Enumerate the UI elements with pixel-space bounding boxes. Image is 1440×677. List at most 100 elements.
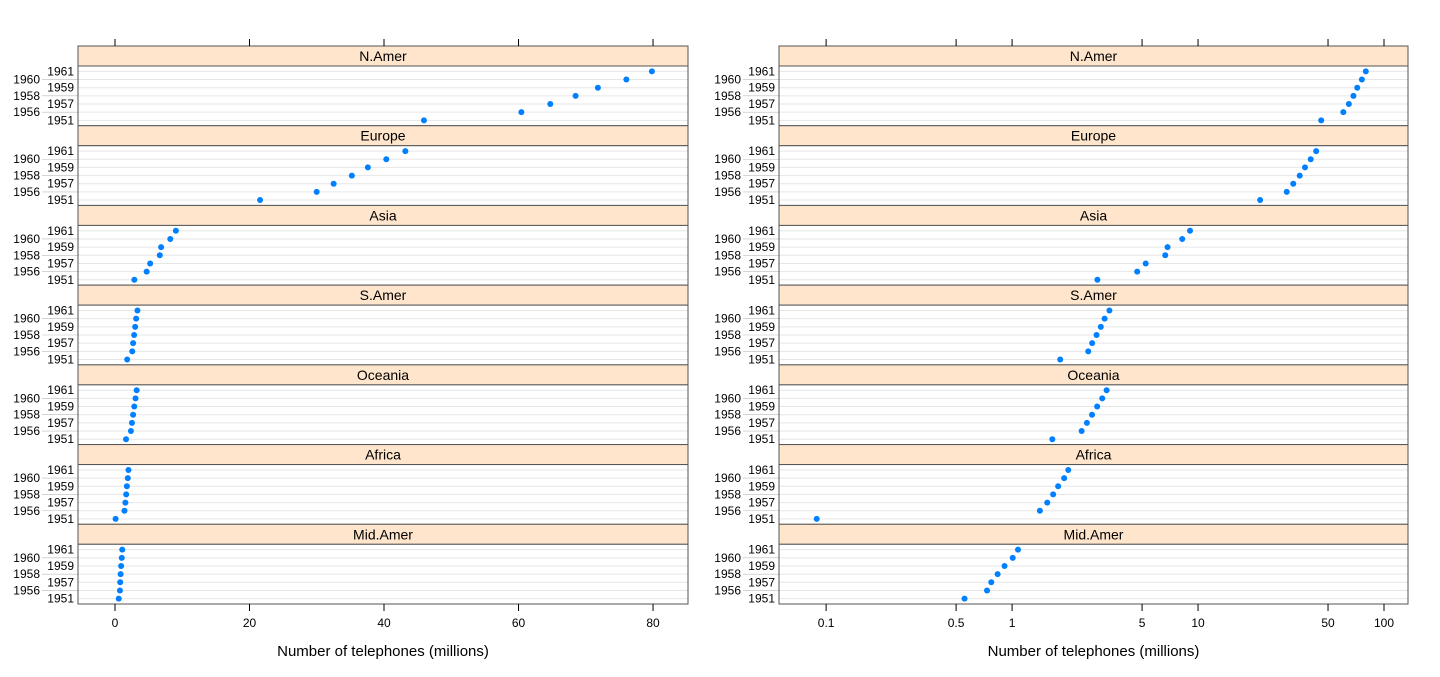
year-label: 1957 (748, 177, 775, 191)
year-label: 1959 (47, 240, 74, 254)
year-label: 1961 (748, 224, 775, 238)
data-point (119, 546, 126, 553)
year-label: 1957 (47, 336, 74, 350)
year-label: 1956 (13, 344, 40, 358)
panel-oceania: Oceania 1951 1956 1957 1958 1959 1960 1961 (13, 364, 689, 446)
data-point (156, 252, 163, 259)
year-label: 1957 (47, 496, 74, 510)
data-point (1009, 554, 1016, 561)
year-label: 1957 (748, 416, 775, 430)
year-label: 1961 (748, 383, 775, 397)
year-label: 1959 (47, 559, 74, 573)
data-point (123, 436, 130, 443)
year-label: 1960 (13, 391, 40, 405)
panel-n-amer: N.Amer 1951 1956 1957 1958 1959 1960 1961 (714, 45, 1409, 127)
year-label: 1958 (13, 169, 40, 183)
x-axis-label: Number of telephones (millions) (988, 643, 1200, 660)
panel-europe: Europe 1951 1956 1957 1958 1959 1960 1961 (13, 125, 689, 207)
data-point (348, 172, 355, 179)
x-tick-label: 1 (1009, 616, 1016, 630)
year-label: 1960 (714, 391, 741, 405)
data-point (1057, 356, 1064, 363)
data-point (131, 276, 138, 283)
data-point (122, 499, 129, 506)
year-label: 1961 (748, 64, 775, 78)
data-point (1179, 235, 1186, 242)
year-label: 1961 (47, 304, 74, 318)
year-label: 1951 (748, 273, 775, 287)
data-point (1318, 117, 1325, 124)
panel-europe: Europe 1951 1956 1957 1958 1959 1960 1961 (714, 125, 1409, 207)
data-point (1055, 483, 1062, 490)
data-point (1103, 387, 1110, 394)
year-label: 1961 (748, 463, 775, 477)
data-point (1354, 84, 1361, 91)
data-point (1362, 68, 1369, 75)
panel-n-amer: N.Amer 1951 1956 1957 1958 1959 1960 1961 (13, 45, 689, 127)
year-label: 1958 (13, 328, 40, 342)
strip-label: Europe (360, 128, 405, 144)
year-label: 1957 (47, 97, 74, 111)
year-label: 1959 (748, 320, 775, 334)
data-point (1340, 109, 1347, 116)
year-label: 1956 (13, 583, 40, 597)
plot-log: N.Amer1951195619571958195919601961Europe… (714, 39, 1409, 660)
data-point (383, 156, 390, 163)
data-point (134, 307, 141, 314)
year-label: 1959 (47, 81, 74, 95)
data-point (124, 475, 131, 482)
year-label: 1951 (748, 113, 775, 127)
data-point (648, 68, 655, 75)
data-point (1083, 419, 1090, 426)
data-point (1089, 340, 1096, 347)
data-point (172, 227, 179, 234)
data-point (1085, 348, 1092, 355)
year-label: 1951 (47, 193, 74, 207)
data-point (112, 515, 119, 522)
year-label: 1961 (47, 64, 74, 78)
strip-label: Asia (1080, 207, 1107, 223)
year-label: 1951 (748, 512, 775, 526)
data-point (130, 340, 137, 347)
data-point (1187, 227, 1194, 234)
panel-mid-amer: Mid.Amer 1951 1956 1957 1958 1959 1960 1961 (13, 523, 689, 606)
strip-label: N.Amer (359, 48, 407, 64)
year-label: 1959 (47, 479, 74, 493)
data-point (123, 491, 130, 498)
data-point (131, 403, 138, 410)
strip-label: Mid.Amer (353, 526, 413, 542)
data-point (518, 109, 525, 116)
year-label: 1956 (714, 344, 741, 358)
data-point (364, 164, 371, 171)
year-label: 1961 (47, 224, 74, 238)
data-point (1044, 499, 1051, 506)
data-point (1014, 546, 1021, 553)
strip-label: Mid.Amer (1064, 526, 1124, 542)
panel-oceania: Oceania 1951 1956 1957 1958 1959 1960 1961 (714, 364, 1409, 446)
year-label: 1956 (714, 424, 741, 438)
x-tick-label: 0.1 (818, 616, 835, 630)
data-point (143, 268, 150, 275)
year-label: 1957 (47, 575, 74, 589)
data-point (129, 348, 136, 355)
data-point (1093, 332, 1100, 338)
data-point (1050, 491, 1057, 498)
year-label: 1960 (13, 312, 40, 326)
data-point (1358, 76, 1365, 83)
data-point (547, 101, 554, 108)
data-point (1065, 466, 1072, 473)
x-tick-label: 80 (646, 616, 660, 630)
data-point (133, 387, 140, 394)
data-point (158, 244, 165, 251)
year-label: 1951 (47, 592, 74, 606)
year-label: 1951 (47, 512, 74, 526)
data-point (128, 419, 135, 426)
data-point (125, 466, 132, 473)
x-tick-label: 10 (1191, 616, 1205, 630)
data-point (1142, 260, 1149, 267)
year-label: 1957 (748, 97, 775, 111)
panel-asia: Asia 1951 1956 1957 1958 1959 1960 1961 (13, 204, 689, 287)
year-label: 1957 (47, 416, 74, 430)
year-label: 1957 (748, 256, 775, 270)
year-label: 1957 (748, 575, 775, 589)
